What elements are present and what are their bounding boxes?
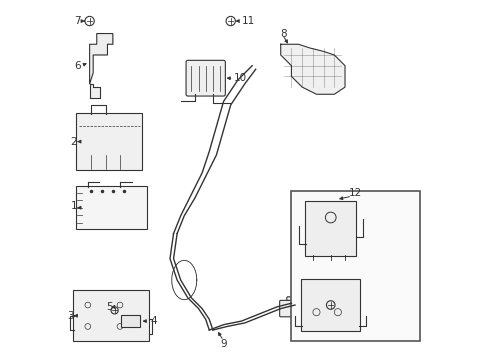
FancyBboxPatch shape xyxy=(186,60,225,96)
Polygon shape xyxy=(90,33,113,84)
Bar xyxy=(292,191,420,341)
Text: 2: 2 xyxy=(71,136,77,147)
Text: 12: 12 xyxy=(349,188,363,198)
Text: 1: 1 xyxy=(71,201,77,211)
FancyBboxPatch shape xyxy=(301,279,360,331)
Text: 6: 6 xyxy=(74,61,81,71)
Polygon shape xyxy=(90,84,100,98)
Text: 3: 3 xyxy=(67,311,74,321)
Text: 10: 10 xyxy=(234,73,247,83)
FancyBboxPatch shape xyxy=(287,297,307,313)
FancyBboxPatch shape xyxy=(76,113,142,170)
Polygon shape xyxy=(281,44,345,94)
FancyBboxPatch shape xyxy=(305,201,356,256)
Text: 9: 9 xyxy=(220,339,227,349)
Text: 4: 4 xyxy=(150,316,157,326)
Text: 11: 11 xyxy=(242,16,255,26)
FancyBboxPatch shape xyxy=(280,300,300,317)
Text: 7: 7 xyxy=(74,16,81,26)
FancyBboxPatch shape xyxy=(73,290,149,342)
Text: 8: 8 xyxy=(281,28,287,39)
FancyBboxPatch shape xyxy=(76,186,147,229)
FancyBboxPatch shape xyxy=(122,315,140,327)
Text: 5: 5 xyxy=(106,302,113,312)
